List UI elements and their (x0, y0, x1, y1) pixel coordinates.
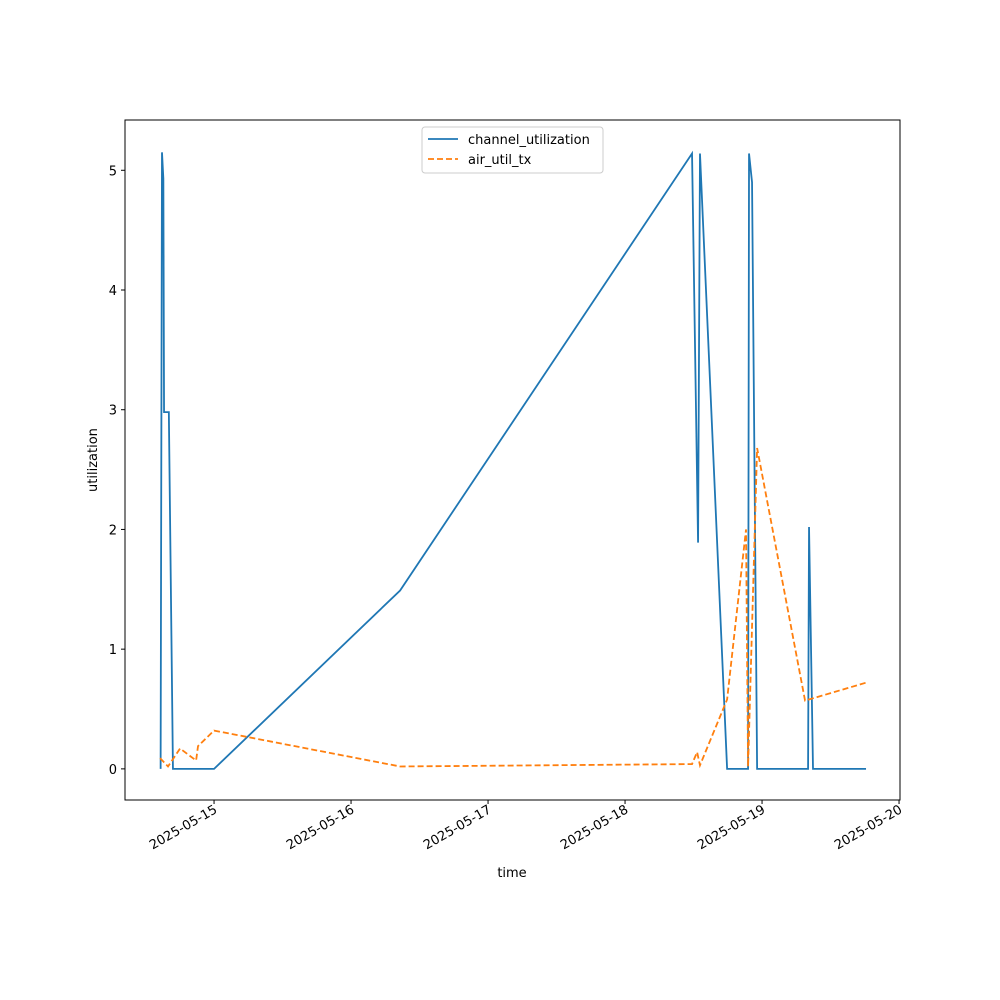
series-line (159, 150, 867, 770)
x-tick-label: 2025-05-16 (284, 802, 357, 853)
series-line (159, 447, 867, 769)
legend-label: channel_utilization (468, 133, 590, 148)
x-tick-label: 2025-05-15 (147, 802, 220, 853)
x-tick-label: 2025-05-17 (421, 802, 494, 853)
plot-frame (124, 119, 901, 801)
x-tick-label: 2025-05-20 (832, 802, 905, 853)
y-tick-label: 1 (109, 643, 117, 658)
y-tick-label: 0 (109, 763, 117, 778)
x-axis-label: time (497, 866, 526, 881)
y-tick-label: 2 (109, 523, 117, 538)
x-tick-label: 2025-05-18 (558, 802, 631, 853)
y-axis-label: utilization (86, 428, 101, 492)
legend-box (421, 126, 604, 174)
x-tick-label: 2025-05-19 (695, 802, 768, 853)
y-tick-label: 4 (109, 284, 117, 299)
y-tick-label: 5 (109, 164, 117, 179)
legend-label: air_util_tx (468, 153, 532, 168)
y-tick-label: 3 (109, 404, 117, 419)
